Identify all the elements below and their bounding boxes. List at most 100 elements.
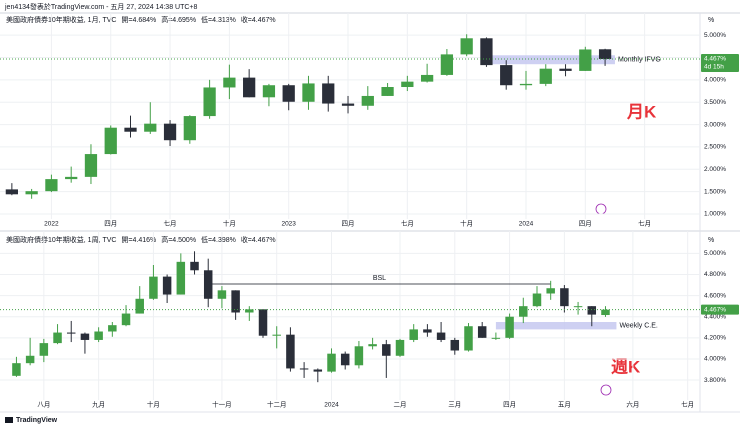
- x-tick-label: 七月: [681, 400, 694, 409]
- candle-body: [65, 176, 78, 180]
- x-tick-label: 四月: [342, 220, 355, 228]
- price-label-box: [701, 304, 739, 315]
- legend-title: 美國政府債券10年期收益, 1月, TVC: [6, 15, 116, 24]
- x-tick-label: 十二月: [267, 400, 287, 409]
- candle-body: [500, 65, 513, 86]
- candle-body: [409, 329, 418, 340]
- candle-body: [5, 189, 18, 195]
- candle-body: [361, 95, 374, 106]
- candle-body: [381, 87, 394, 96]
- zone: [495, 322, 617, 330]
- price-countdown: 4d 15h: [704, 64, 724, 71]
- candle-body: [322, 83, 335, 104]
- candle-body: [190, 261, 199, 271]
- legend-value: 高=4.500%: [161, 235, 196, 244]
- candle-body: [272, 334, 281, 336]
- candle-body: [539, 68, 552, 84]
- y-tick-label: 5.000%: [704, 250, 726, 257]
- y-tick-label: 4.000%: [704, 77, 726, 84]
- candle-body: [282, 85, 295, 102]
- candle-body: [66, 332, 76, 334]
- candle-body: [579, 49, 592, 71]
- x-tick-label: 十一月: [212, 400, 232, 409]
- candle-body: [245, 309, 254, 313]
- candle-body: [124, 127, 137, 132]
- zone-label: Monthly IFVG: [618, 57, 661, 64]
- candle-body: [39, 343, 49, 356]
- candle-body: [368, 344, 377, 347]
- y-tick-label: 3.500%: [704, 99, 726, 106]
- candle-body: [302, 83, 315, 102]
- footer-logo-text: TradingView: [16, 417, 58, 424]
- y-tick-label: 4.600%: [704, 292, 726, 299]
- x-tick-label: 十月: [147, 400, 160, 409]
- candle-body: [121, 313, 131, 326]
- candle-body: [464, 326, 473, 351]
- legend: 美國政府債券10年期收益, 1周, TVC 開=4.416% 高=4.500% …: [6, 235, 276, 244]
- candle-body: [477, 326, 487, 338]
- candle-body: [340, 353, 350, 366]
- price-label: 4.467%: [704, 56, 726, 63]
- legend-value: 低=4.313%: [201, 15, 236, 24]
- x-tick-label: 七月: [638, 219, 651, 228]
- candle-body: [104, 127, 117, 155]
- candle-body: [203, 270, 213, 299]
- candle-body: [354, 346, 364, 366]
- event-icon[interactable]: [600, 384, 612, 396]
- legend-value: 收=4.467%: [241, 15, 276, 24]
- x-tick-label: 十月: [223, 219, 236, 228]
- x-tick-label: 2022: [44, 221, 59, 228]
- x-tick-label: 2024: [324, 402, 339, 409]
- y-tick-label: 3.800%: [704, 377, 726, 384]
- candle-body: [243, 77, 256, 98]
- x-tick-label: 二月: [394, 401, 407, 409]
- candle-body: [450, 339, 460, 351]
- x-tick-label: 七月: [164, 219, 177, 228]
- candle-body: [505, 316, 514, 338]
- candle-body: [149, 276, 158, 299]
- x-tick-label: 三月: [448, 401, 461, 409]
- candle-body: [25, 191, 38, 195]
- candle-body: [223, 77, 236, 88]
- candle-body: [84, 154, 98, 177]
- legend-value: 高=4.695%: [161, 15, 196, 24]
- footer-logo: [5, 417, 13, 423]
- legend-title: 美國政府債券10年期收益, 1周, TVC: [6, 235, 116, 244]
- legend: 美國政府債券10年期收益, 1月, TVC 開=4.684% 高=4.695% …: [6, 15, 276, 24]
- candle-body: [25, 355, 35, 364]
- legend-value: 開=4.684%: [121, 16, 156, 24]
- x-tick-label: 九月: [92, 400, 105, 409]
- candle-body: [460, 38, 473, 55]
- legend-value: 開=4.416%: [121, 236, 156, 244]
- candle-body: [480, 38, 493, 66]
- candle-body: [598, 49, 612, 59]
- candle-body: [491, 337, 501, 339]
- y-tick-label: 4.200%: [704, 335, 726, 342]
- zone: [490, 55, 615, 65]
- x-tick-label: 四月: [503, 401, 516, 409]
- candle-body: [327, 353, 336, 372]
- candle-body: [217, 290, 227, 299]
- y-tick-label: 4.000%: [704, 356, 726, 363]
- legend-value: 低=4.398%: [201, 235, 236, 244]
- candle-body: [395, 339, 405, 356]
- candle-body: [262, 85, 276, 98]
- x-tick-label: 十月: [460, 219, 473, 228]
- candle-body: [587, 306, 597, 315]
- x-tick-label: 2024: [519, 221, 534, 228]
- candle-body: [560, 288, 569, 307]
- y-tick-label: 3.000%: [704, 121, 726, 128]
- candle-body: [423, 329, 432, 333]
- event-icon[interactable]: [595, 203, 607, 215]
- header: jen4134發表於TradingView.com - 五月 27, 2024 …: [4, 2, 198, 11]
- candle-body: [94, 331, 103, 340]
- level-label: BSL: [373, 275, 386, 282]
- y-tick-label: 5.000%: [704, 32, 726, 39]
- x-tick-label: 四月: [104, 220, 117, 228]
- candle-body: [163, 123, 177, 141]
- candle-body: [53, 332, 62, 344]
- candle-body: [519, 306, 528, 317]
- y-tick-label: 1.000%: [704, 211, 726, 218]
- candle-body: [420, 74, 434, 82]
